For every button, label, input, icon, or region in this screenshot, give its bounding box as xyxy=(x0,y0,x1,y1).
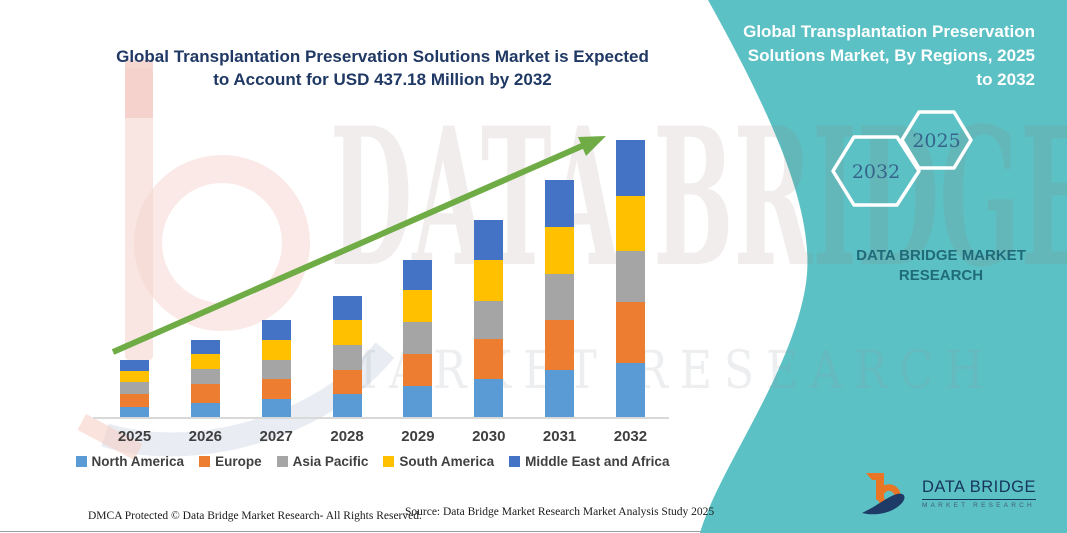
bar-segment xyxy=(261,320,291,340)
bar-segment xyxy=(615,251,645,302)
legend-item: Europe xyxy=(199,454,262,469)
legend-item: Asia Pacific xyxy=(276,454,369,469)
trend-arrow-head xyxy=(578,136,606,156)
x-axis-label: 2026 xyxy=(188,428,223,445)
bar-segment xyxy=(474,260,504,301)
bar-segment xyxy=(120,394,149,407)
bar-segment xyxy=(403,353,433,386)
bar-segment xyxy=(545,274,575,321)
side-panel-title: Global Transplantation Preservation Solu… xyxy=(743,22,1035,89)
bar-segment xyxy=(190,369,220,385)
year-hexagons: 2032 2025 xyxy=(831,110,973,207)
legend-swatch xyxy=(75,456,87,467)
x-axis-label: 2028 xyxy=(330,428,364,445)
x-axis-label: 2032 xyxy=(613,428,648,445)
company-logo: DATA BRIDGE MARKET RESEARCH xyxy=(860,462,1065,524)
bar-segment xyxy=(615,140,645,197)
bar-segment xyxy=(615,362,645,418)
bar-segment xyxy=(615,196,645,252)
bar-segment xyxy=(615,301,645,363)
x-axis-label: 2030 xyxy=(472,428,506,445)
bar-segment xyxy=(332,295,362,321)
bar-segment xyxy=(403,290,433,322)
bar-segment xyxy=(403,260,433,291)
legend-label: Middle East and Africa xyxy=(525,454,670,469)
bar-segment xyxy=(261,339,291,360)
legend-swatch xyxy=(509,456,521,467)
bar-segment xyxy=(120,370,149,383)
bar-segment xyxy=(545,179,575,227)
side-panel-shape xyxy=(700,0,1067,533)
bar-segment xyxy=(190,403,220,418)
hexagon-2025 xyxy=(900,110,973,170)
legend-item: North America xyxy=(75,454,185,469)
x-axis-label: 2025 xyxy=(117,428,152,445)
company-logo-icon xyxy=(862,473,905,515)
bar-segment xyxy=(261,379,291,399)
bar-segment xyxy=(332,320,362,345)
bar-segment xyxy=(190,340,220,355)
bar-segment xyxy=(403,385,433,418)
x-axis-label: 2027 xyxy=(259,428,293,445)
legend-label: South America xyxy=(399,454,495,469)
source-note: Source: Data Bridge Market Research Mark… xyxy=(405,506,715,518)
company-logo-name: DATA BRIDGE xyxy=(922,478,1036,500)
company-logo-text: DATA BRIDGE MARKET RESEARCH xyxy=(922,478,1036,509)
hexagon-2032 xyxy=(831,135,921,207)
bar-segment xyxy=(332,369,362,394)
legend: North America Europe Asia Pacific South Ame… xyxy=(60,454,685,469)
bar-segment xyxy=(120,360,149,371)
brand-caption: DATA BRIDGE MARKET RESEARCH xyxy=(856,247,1026,284)
legend-label: Europe xyxy=(215,454,262,469)
hexagon-2032-label: 2032 xyxy=(852,161,900,183)
bar-segment xyxy=(474,338,504,379)
hexagon-2025-label: 2025 xyxy=(912,130,960,152)
bar-segment xyxy=(545,226,575,275)
bar-segment xyxy=(120,382,149,395)
bar-segment xyxy=(545,369,575,418)
company-logo-tagline: MARKET RESEARCH xyxy=(922,501,1035,509)
dmca-notice: DMCA Protected © Data Bridge Market Rese… xyxy=(88,510,422,522)
legend-swatch xyxy=(276,456,288,467)
legend-swatch xyxy=(383,456,395,467)
chart-title: Global Transplantation Preservation Solu… xyxy=(116,47,649,89)
bar-segment xyxy=(190,354,220,370)
bar-segment xyxy=(332,344,362,370)
bar-segment xyxy=(474,219,504,261)
bottom-border-line xyxy=(0,531,1067,532)
legend-label: Asia Pacific xyxy=(292,454,369,469)
bar-segment xyxy=(332,393,362,418)
bar-segment xyxy=(545,320,575,370)
legend-swatch xyxy=(199,456,211,467)
bar-segment xyxy=(190,384,220,404)
logo-swoosh xyxy=(862,493,905,515)
bar-segment xyxy=(474,378,504,418)
legend-item: Middle East and Africa xyxy=(509,454,669,469)
x-axis-label: 2031 xyxy=(542,428,577,445)
legend-item: South America xyxy=(383,454,494,469)
x-axis-line xyxy=(93,417,669,419)
bar-segment xyxy=(474,301,504,339)
legend-label: North America xyxy=(91,454,185,469)
bar-segment xyxy=(403,322,433,354)
x-axis-label: 2029 xyxy=(401,428,435,445)
bar-segment xyxy=(261,398,291,418)
bar-segment xyxy=(261,359,291,380)
